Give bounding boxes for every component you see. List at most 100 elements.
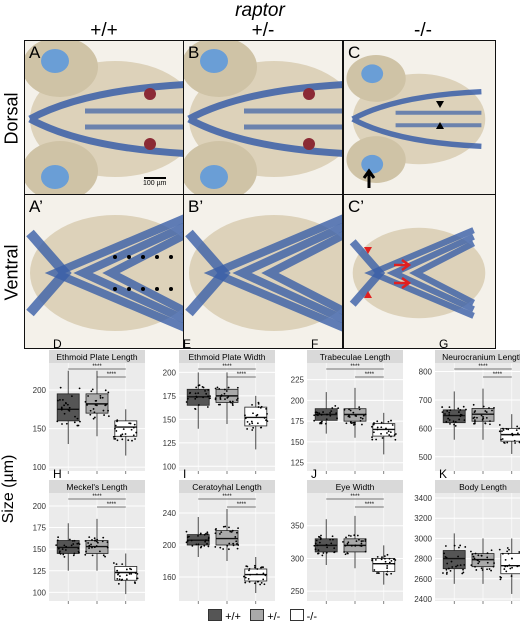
panel-letter: I: [183, 467, 186, 481]
data-point: [265, 419, 267, 422]
data-point: [446, 410, 449, 412]
data-point: [453, 544, 456, 547]
data-point: [94, 404, 97, 406]
data-point: [390, 572, 393, 575]
data-point: [220, 394, 223, 396]
data-point: [73, 421, 76, 424]
data-point: [136, 572, 139, 575]
panel-letter: J: [311, 467, 317, 481]
data-point: [462, 571, 465, 574]
data-point: [89, 409, 92, 412]
data-point: [99, 394, 102, 397]
data-point: [474, 419, 476, 422]
data-point: [451, 566, 454, 568]
data-point: [119, 575, 121, 578]
data-point: [209, 395, 211, 398]
data-point: [394, 433, 397, 435]
data-point: [256, 568, 259, 570]
data-point: [362, 540, 364, 542]
data-point: [102, 409, 105, 412]
y-tick-label: 200: [291, 396, 305, 405]
data-point: [219, 546, 222, 549]
data-point: [500, 438, 502, 441]
data-point: [476, 416, 478, 419]
data-point: [236, 397, 239, 400]
data-point: [448, 406, 451, 408]
data-point: [464, 546, 467, 548]
data-point: [116, 577, 119, 580]
data-point: [459, 409, 462, 411]
dot-marker: [141, 255, 145, 259]
data-point: [453, 423, 455, 426]
data-point: [250, 420, 253, 423]
lens-shape: [200, 165, 228, 189]
data-point: [228, 542, 231, 545]
data-point: [459, 544, 462, 547]
data-point: [511, 432, 514, 435]
cartilage-shape: [185, 229, 231, 317]
data-point: [381, 556, 383, 559]
data-point: [445, 420, 448, 423]
data-point: [104, 555, 106, 558]
data-point: [127, 439, 130, 442]
data-point: [501, 430, 503, 433]
data-point: [470, 564, 473, 567]
data-point: [248, 580, 251, 583]
data-point: [504, 558, 507, 561]
red-arrowhead-shape: [364, 291, 372, 298]
y-tick-label: 100: [33, 588, 47, 597]
red-arrow-shape: [394, 258, 412, 272]
cartilage-shape: [386, 233, 475, 313]
data-point: [360, 545, 363, 547]
data-point: [337, 407, 340, 410]
data-point: [458, 418, 461, 421]
data-point: [492, 565, 495, 568]
data-point: [262, 572, 265, 575]
data-point: [385, 427, 387, 430]
data-point: [56, 539, 59, 542]
data-point: [219, 403, 221, 406]
data-point: [482, 417, 485, 420]
data-point: [125, 574, 128, 577]
data-point: [445, 573, 448, 575]
black-arrow-shape: [362, 168, 376, 188]
data-point: [374, 558, 377, 561]
data-point: [232, 542, 235, 545]
data-point: [202, 396, 205, 399]
data-point: [254, 566, 256, 569]
data-point: [459, 564, 462, 567]
data-point: [251, 422, 254, 425]
data-point: [334, 405, 337, 407]
data-point: [220, 531, 223, 534]
data-point: [500, 576, 503, 579]
cartilage-shape: [28, 81, 183, 157]
data-point: [251, 429, 254, 431]
dot-marker: [127, 287, 131, 291]
data-point: [384, 560, 387, 563]
data-point: [393, 562, 396, 565]
data-point: [454, 425, 457, 427]
data-point: [484, 422, 487, 425]
micrograph-panel: B’: [183, 194, 343, 349]
data-point: [112, 435, 115, 438]
data-point: [248, 569, 250, 572]
data-point: [509, 567, 512, 570]
data-point: [390, 435, 392, 438]
data-point: [101, 540, 104, 543]
data-point: [115, 430, 118, 432]
data-point: [260, 405, 263, 408]
data-point: [214, 397, 217, 400]
data-point: [256, 422, 259, 425]
significance-label: ****: [350, 494, 360, 500]
data-point: [57, 536, 60, 539]
panel-letter: C’: [348, 197, 365, 216]
data-point: [263, 417, 266, 419]
y-tick-label: 160: [163, 573, 177, 582]
data-point: [264, 574, 267, 577]
data-point: [195, 543, 198, 546]
data-point: [214, 532, 217, 535]
data-point: [457, 411, 460, 413]
data-point: [87, 542, 90, 544]
data-point: [364, 413, 367, 416]
data-point: [55, 544, 58, 547]
